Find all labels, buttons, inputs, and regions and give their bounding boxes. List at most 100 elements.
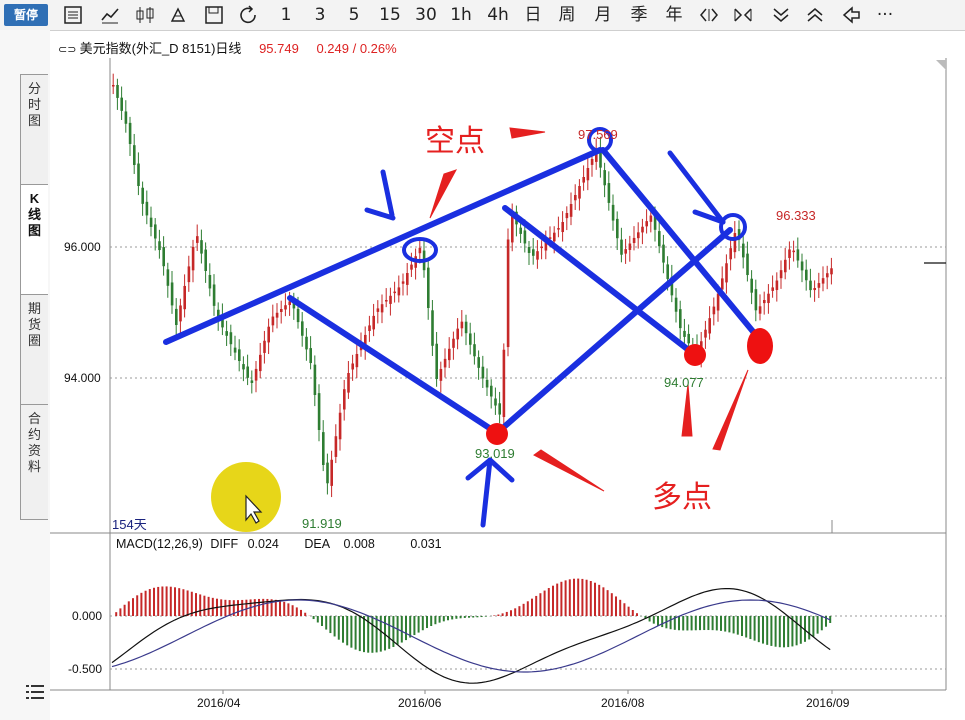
macd-dea-line xyxy=(111,599,831,673)
candle-body xyxy=(385,300,388,302)
candle-body xyxy=(746,253,749,276)
candle-body xyxy=(460,321,464,329)
chevron-double-down-icon[interactable] xyxy=(770,5,792,25)
candle-body xyxy=(389,295,392,304)
candle-body xyxy=(611,204,615,221)
candle-body xyxy=(267,326,270,343)
period-day[interactable]: 日 xyxy=(524,5,542,25)
candle-body xyxy=(704,329,707,338)
candle-body xyxy=(691,346,695,350)
save-icon[interactable] xyxy=(204,5,224,25)
candle-body xyxy=(469,333,472,345)
period-15[interactable]: 15 xyxy=(379,5,401,25)
candle-body xyxy=(544,241,548,251)
candle-body xyxy=(141,187,144,204)
pause-button[interactable]: 暂停 xyxy=(4,4,48,26)
more-menu[interactable]: ··· xyxy=(876,5,894,25)
period-year[interactable]: 年 xyxy=(665,5,683,25)
period-3[interactable]: 3 xyxy=(314,5,326,25)
macd-dea-label: DEA xyxy=(304,537,331,551)
tab-timeshare-label: 分时图 xyxy=(27,81,41,128)
refresh-icon[interactable] xyxy=(238,5,260,25)
chart-header: ⊂⊃ 美元指数(外汇_D 8151)日线 95.749 0.249 / 0.26… xyxy=(58,38,397,56)
price-change: 0.249 / 0.26% xyxy=(316,41,397,56)
candle-body xyxy=(187,266,191,283)
line-chart-icon[interactable] xyxy=(100,5,120,25)
candle-body xyxy=(422,250,426,271)
candle-body xyxy=(775,280,779,290)
period-1[interactable]: 1 xyxy=(280,5,292,25)
candle-body xyxy=(695,346,699,353)
tab-futures-circle-label: 期货圈 xyxy=(27,301,41,348)
candle-body xyxy=(128,122,132,144)
candle-body xyxy=(170,282,174,306)
zoom-in-icon[interactable] xyxy=(732,5,754,25)
candle-body xyxy=(658,231,661,247)
period-4h[interactable]: 4h xyxy=(487,5,509,25)
candle-body xyxy=(448,348,451,361)
candle-body xyxy=(208,274,212,289)
candle-body xyxy=(200,240,203,254)
tab-futures-circle[interactable]: 期货圈 xyxy=(20,294,48,410)
candle-body xyxy=(557,228,560,230)
candle-body xyxy=(758,306,762,314)
candle-body xyxy=(813,288,816,291)
candle-body xyxy=(212,284,216,306)
candle-body xyxy=(511,214,514,243)
candle-body xyxy=(368,325,371,331)
candle-body xyxy=(145,201,149,216)
candle-body xyxy=(561,222,564,233)
candle-body xyxy=(364,334,367,349)
candle-body xyxy=(259,354,262,372)
candle-body xyxy=(317,393,321,430)
period-quarter[interactable]: 季 xyxy=(630,5,648,25)
period-month[interactable]: 月 xyxy=(594,5,612,25)
long-point-label: 多点 xyxy=(652,480,712,515)
draw-tool-icon[interactable] xyxy=(168,5,190,25)
candle-body xyxy=(666,264,669,279)
candle-body xyxy=(674,297,678,312)
candle-body xyxy=(473,344,476,357)
candle-body xyxy=(767,293,770,304)
candle-body xyxy=(620,239,623,255)
candle-body xyxy=(733,233,737,253)
candle-body xyxy=(229,332,233,345)
candle-body xyxy=(679,309,682,329)
candle-body xyxy=(519,227,522,234)
candle-icon[interactable] xyxy=(134,5,156,25)
list-view-icon[interactable] xyxy=(63,5,83,25)
zoom-out-icon[interactable] xyxy=(698,5,720,25)
chevron-double-up-icon[interactable] xyxy=(804,5,826,25)
candle-body xyxy=(380,304,384,313)
tab-timeshare[interactable]: 分时图 xyxy=(20,74,48,190)
candle-body xyxy=(595,150,598,162)
candle-body xyxy=(162,247,165,267)
annotation-drawing xyxy=(163,127,763,528)
candle-body xyxy=(271,316,275,326)
candle-body xyxy=(771,287,774,291)
candle-body xyxy=(821,278,825,284)
candle-body xyxy=(456,328,459,340)
candle-body xyxy=(708,318,711,334)
candle-body xyxy=(784,259,787,273)
candle-body xyxy=(393,291,396,294)
period-30[interactable]: 30 xyxy=(415,5,437,25)
tab-kline[interactable]: K线图 xyxy=(20,184,48,300)
macd-diff-value: 0.024 xyxy=(247,537,279,551)
candle-body xyxy=(439,368,443,381)
period-5[interactable]: 5 xyxy=(348,5,360,25)
candle-body xyxy=(179,305,182,322)
candle-body xyxy=(830,268,833,275)
tab-contract-info[interactable]: 合约资料 xyxy=(20,404,48,520)
candle-body xyxy=(225,331,228,336)
candle-body xyxy=(779,270,783,279)
long-entry-dot-2 xyxy=(684,344,706,366)
back-icon[interactable] xyxy=(840,5,862,25)
period-1h[interactable]: 1h xyxy=(450,5,472,25)
long-entry-dot-1 xyxy=(486,423,508,445)
candle-body xyxy=(254,368,258,381)
menu-icon[interactable] xyxy=(26,684,44,700)
candle-body xyxy=(548,237,552,239)
period-week[interactable]: 周 xyxy=(558,5,576,25)
candle-body xyxy=(721,278,724,290)
